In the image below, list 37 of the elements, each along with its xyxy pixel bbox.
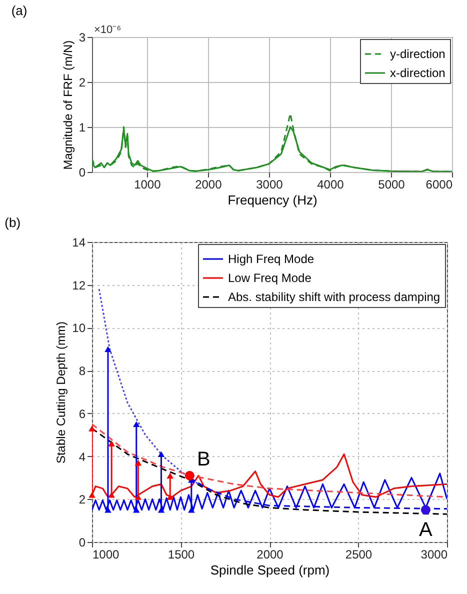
y-tick-label: 12 [72,278,86,292]
y-tick-label: 3 [78,30,86,44]
x-tick-label: 1000 [134,178,162,192]
x-tick-label: 2500 [345,548,372,562]
text: ×10⁻⁶ [94,24,122,36]
x-axis-title: Frequency (Hz) [228,192,318,208]
legend-label: Low Freq Mode [228,271,312,285]
y-tick-label: 10 [72,321,86,336]
x-tick-label: 2000 [195,178,222,192]
x-tick-label: 5000 [378,178,406,192]
legend-label: x-direction [390,66,446,80]
y-axis-title: Stable Cutting Depth (mm) [54,321,68,464]
x-tick-label: 3000 [420,548,448,562]
y-axis-title: Magnitude of FRF (m/N) [60,40,75,170]
y-tick-label: 0 [78,536,86,550]
y-tick-label: 6 [78,406,86,421]
y-tick-label: 1 [78,120,86,134]
annotation: A [419,518,434,541]
y-tick-label: 14 [72,236,86,250]
legend-label: Abs. stability shift with process damping [228,290,440,304]
x-tick-label: 2000 [256,548,284,562]
y-tick-label: 0 [78,166,86,180]
y-tick-label: 2 [78,492,86,507]
legend-label: High Freq Mode [228,252,314,266]
x-axis-title: Spindle Speed (rpm) [210,562,330,578]
legend-label: y-direction [390,47,446,61]
chart-title: (a) [11,3,28,18]
x-tick-label: 4000 [317,178,344,192]
x-tick-label: 3000 [256,178,284,192]
y-tick-label: 2 [78,76,86,90]
x-tick-label: 1000 [92,548,120,562]
y-tick-label: 8 [78,364,86,378]
chart-title: (b) [4,215,21,230]
y-tick-label: 4 [78,450,86,464]
annotation: B [196,448,210,471]
x-tick-label: 1500 [168,548,195,562]
x-tick-label: 6000 [426,178,453,192]
